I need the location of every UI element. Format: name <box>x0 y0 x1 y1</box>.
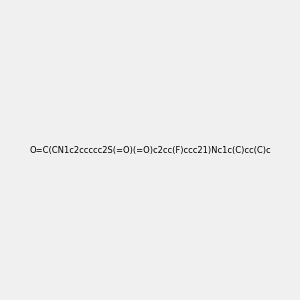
Text: O=C(CN1c2ccccc2S(=O)(=O)c2cc(F)ccc21)Nc1c(C)cc(C)c: O=C(CN1c2ccccc2S(=O)(=O)c2cc(F)ccc21)Nc1… <box>29 146 271 154</box>
